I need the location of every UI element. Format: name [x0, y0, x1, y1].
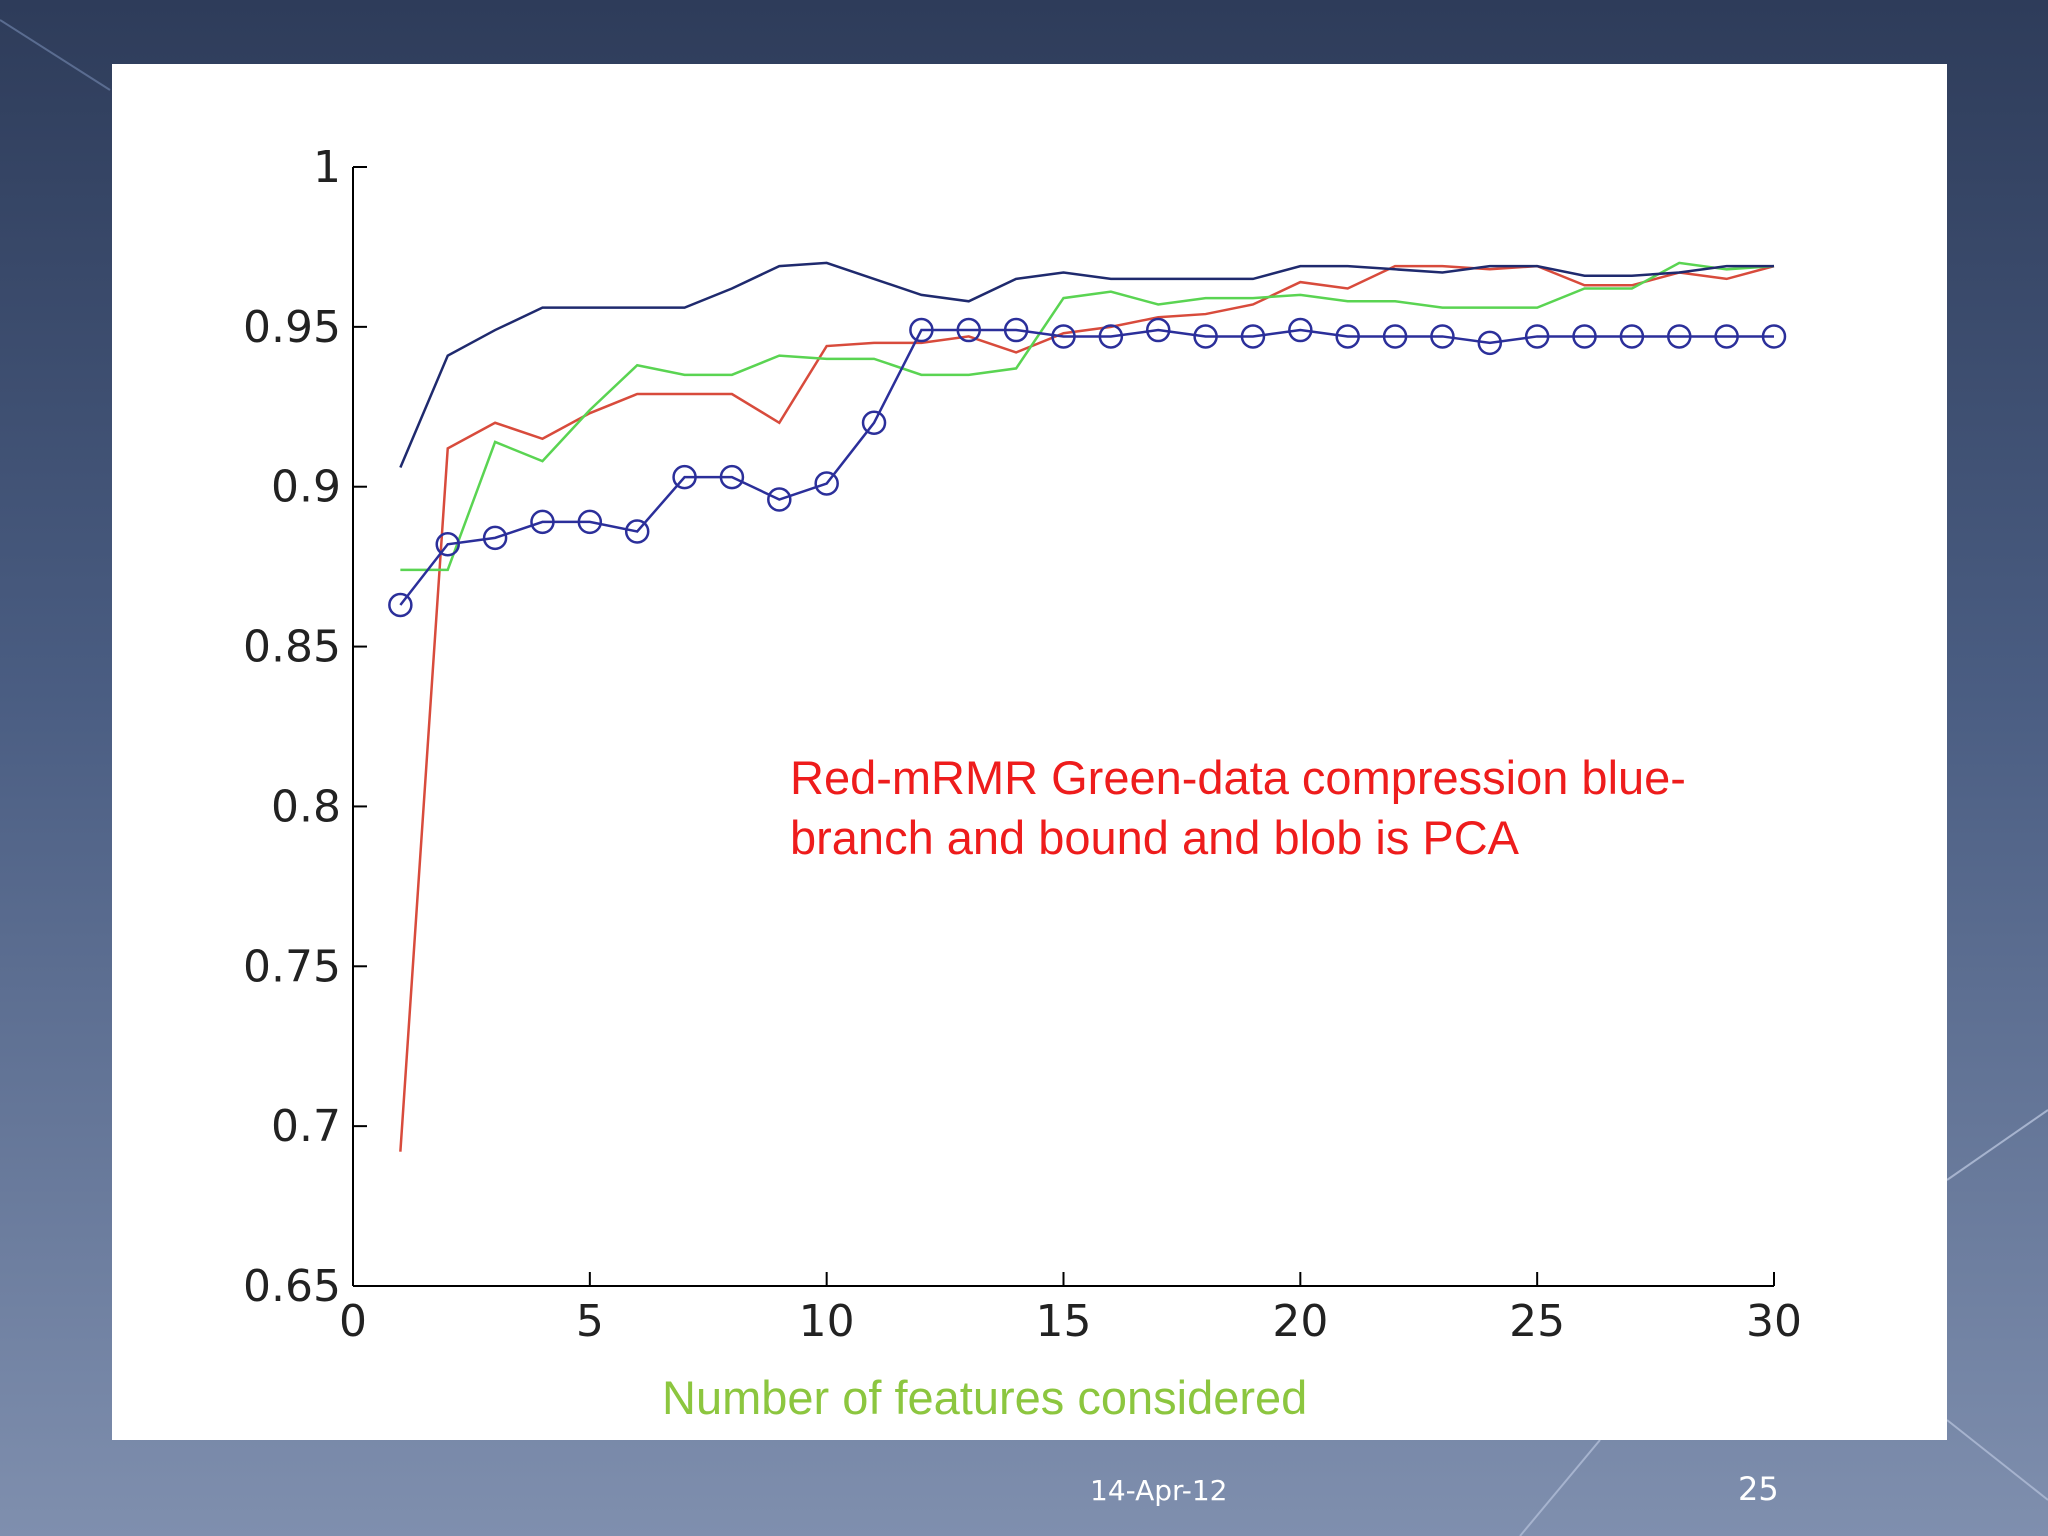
series-4-point [1667, 324, 1692, 349]
series-4-point [1619, 324, 1645, 349]
y-tick-label: 0.65 [243, 1261, 341, 1312]
series-4-point [814, 471, 839, 496]
series-4-point [956, 317, 982, 343]
x-tick-label: 5 [576, 1296, 604, 1347]
series-4-point [577, 509, 603, 535]
y-tick-label: 1 [313, 142, 341, 193]
x-tick-label: 30 [1746, 1296, 1802, 1347]
series-4-point [1714, 324, 1739, 349]
series-line-4 [399, 328, 1774, 606]
series-line-2 [400, 261, 1775, 572]
series-4-point [909, 317, 934, 343]
series-4-point [1572, 324, 1597, 349]
series-line-3 [399, 261, 1774, 469]
x-tick-label: 0 [339, 1296, 367, 1347]
y-tick-label: 0.9 [271, 462, 341, 513]
series-4-point [1098, 324, 1124, 349]
series-4-point [435, 532, 460, 557]
series-4-point [1430, 324, 1455, 349]
series-4-point [1288, 317, 1313, 343]
series-4-point [1382, 324, 1408, 349]
series-4-point [624, 519, 650, 544]
series-4-point [1145, 317, 1171, 343]
series-4-point [1193, 324, 1218, 349]
y-tick-label: 0.7 [271, 1101, 341, 1152]
series-4-point [1524, 324, 1550, 349]
series-4-point [1477, 330, 1503, 356]
series-4-point [719, 464, 745, 490]
series-4-point [1051, 324, 1076, 349]
legend-annotation: Red-mRMR Green-data compression blue- br… [790, 748, 1910, 868]
y-tick-label: 0.75 [243, 941, 341, 992]
y-tick-label: 0.85 [243, 622, 341, 673]
legend-annotation-line1: Red-mRMR Green-data compression blue- [790, 751, 1686, 804]
x-tick-label: 25 [1509, 1296, 1565, 1347]
legend-annotation-line2: branch and bound and blob is PCA [790, 811, 1520, 864]
page-number: 25 [1738, 1470, 1779, 1508]
chart-panel: 0.65 0.7 0.75 0.8 0.85 0.9 0.95 1 0 5 10 15 20 25 30 R… [112, 64, 1947, 1440]
series-4-point [1335, 324, 1360, 349]
series-line-1 [399, 264, 1775, 1152]
y-tick-label: 0.95 [243, 302, 341, 353]
x-axis-label: Number of features considered [662, 1371, 1308, 1424]
series-4-point [1003, 317, 1029, 343]
series-4-point [672, 464, 697, 490]
series-4-point [388, 592, 413, 618]
series-4-point [482, 525, 508, 551]
series-4-point [1240, 324, 1266, 349]
x-tick-label: 15 [1036, 1296, 1092, 1347]
footer-date: 14-Apr-12 [1090, 1474, 1228, 1507]
series-4-point [1761, 324, 1787, 349]
series-4-point [530, 509, 555, 535]
x-tick-label: 20 [1272, 1296, 1328, 1347]
y-tick-label: 0.8 [271, 781, 341, 832]
series-4-point [861, 410, 887, 436]
x-tick-label: 10 [799, 1296, 855, 1347]
series-4-point [767, 487, 792, 512]
